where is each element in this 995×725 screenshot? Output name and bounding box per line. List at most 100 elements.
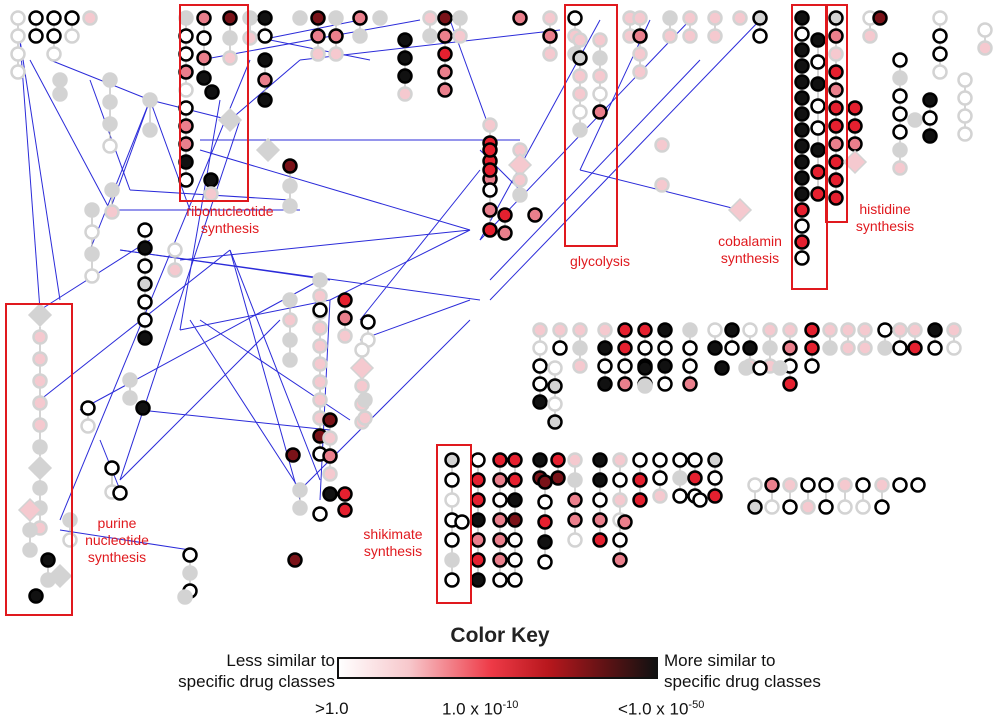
metabolite-node <box>572 322 588 338</box>
metabolite-node <box>137 276 153 292</box>
metabolite-node <box>907 112 923 128</box>
network-edge <box>259 19 361 41</box>
metabolite-node <box>892 160 908 176</box>
metabolite-node <box>282 352 298 368</box>
metabolite-node <box>572 122 588 138</box>
metabolite-node <box>52 72 68 88</box>
metabolite-node <box>507 492 523 508</box>
metabolite-node <box>874 499 890 515</box>
metabolite-node <box>137 330 153 346</box>
metabolite-node <box>617 322 633 338</box>
metabolite-node <box>762 322 778 338</box>
metabolite-node <box>222 30 238 46</box>
metabolite-node <box>312 338 328 354</box>
metabolite-node <box>142 122 158 138</box>
pathway-box-glycolysis <box>564 4 618 247</box>
metabolite-node <box>592 492 608 508</box>
metabolite-node <box>657 340 673 356</box>
color-key-right-label-line1: More similar to <box>664 651 776 670</box>
metabolite-node <box>470 452 486 468</box>
metabolite-node <box>312 374 328 390</box>
metabolite-node <box>847 136 863 152</box>
metabolite-node <box>550 452 566 468</box>
metabolite-node <box>752 28 768 44</box>
metabolite-node <box>946 340 962 356</box>
metabolite-node <box>507 552 523 568</box>
metabolite-node <box>810 120 826 136</box>
metabolite-node <box>84 224 100 240</box>
metabolite-node <box>927 322 943 338</box>
metabolite-node <box>828 82 844 98</box>
metabolite-node <box>837 499 853 515</box>
metabolite-node <box>592 512 608 528</box>
metabolite-node <box>977 22 993 38</box>
metabolite-node <box>707 470 723 486</box>
metabolite-node <box>537 494 553 510</box>
metabolite-node <box>637 378 653 394</box>
network-edge <box>49 59 151 101</box>
metabolite-node <box>742 340 758 356</box>
metabolite-node <box>22 542 38 558</box>
metabolite-node <box>762 340 778 356</box>
metabolite-node <box>772 360 788 376</box>
metabolite-node <box>828 154 844 170</box>
metabolite-node <box>10 10 26 26</box>
metabolite-node <box>567 492 583 508</box>
metabolite-node <box>328 28 344 44</box>
metabolite-node <box>957 72 973 88</box>
metabolite-node <box>40 552 56 568</box>
metabolite-node <box>322 466 338 482</box>
metabolite-node <box>612 452 628 468</box>
metabolite-node <box>892 70 908 86</box>
metabolite-diamond-node <box>17 497 43 523</box>
metabolite-node <box>707 488 723 504</box>
metabolite-node <box>794 58 810 74</box>
metabolite-node <box>794 26 810 42</box>
metabolite-node <box>687 470 703 486</box>
metabolite-node <box>857 340 873 356</box>
metabolite-node <box>657 358 673 374</box>
metabolite-node <box>932 46 948 62</box>
metabolite-node <box>782 322 798 338</box>
metabolite-node <box>818 499 834 515</box>
metabolite-node <box>617 340 633 356</box>
metabolite-node <box>80 418 96 434</box>
metabolite-node <box>444 452 460 468</box>
color-key-left-label: Less similar to specific drug classes <box>178 650 335 692</box>
metabolite-node <box>354 342 370 358</box>
metabolite-node <box>837 477 853 493</box>
metabolite-node <box>257 72 273 88</box>
metabolite-node <box>507 452 523 468</box>
metabolite-node <box>752 360 768 376</box>
metabolite-diamond-node <box>727 197 753 223</box>
pathway-label-line: ribonucleotide <box>186 203 273 219</box>
metabolite-node <box>312 506 328 522</box>
metabolite-node <box>470 512 486 528</box>
metabolite-node <box>572 358 588 374</box>
metabolite-node <box>282 178 298 194</box>
metabolite-node <box>632 472 648 488</box>
metabolite-node <box>782 376 798 392</box>
network-edge <box>579 19 651 171</box>
metabolite-node <box>532 394 548 410</box>
metabolite-node <box>597 340 613 356</box>
metabolite-node <box>752 10 768 26</box>
network-edge <box>89 99 151 251</box>
metabolite-node <box>507 532 523 548</box>
metabolite-node <box>257 92 273 108</box>
metabolite-node <box>242 10 258 26</box>
metabolite-node <box>682 340 698 356</box>
metabolite-node <box>632 28 648 44</box>
network-edge <box>19 39 61 301</box>
metabolite-node <box>360 314 376 330</box>
metabolite-node <box>203 186 219 202</box>
metabolite-node <box>892 340 908 356</box>
metabolite-node <box>137 222 153 238</box>
metabolite-node <box>572 50 588 66</box>
metabolite-node <box>122 390 138 406</box>
network-edge <box>119 249 481 301</box>
metabolite-node <box>794 90 810 106</box>
color-key-tick-high: <1.0 x 10-50 <box>618 699 704 720</box>
pathway-label-line: synthesis <box>364 543 422 559</box>
metabolite-node <box>167 242 183 258</box>
